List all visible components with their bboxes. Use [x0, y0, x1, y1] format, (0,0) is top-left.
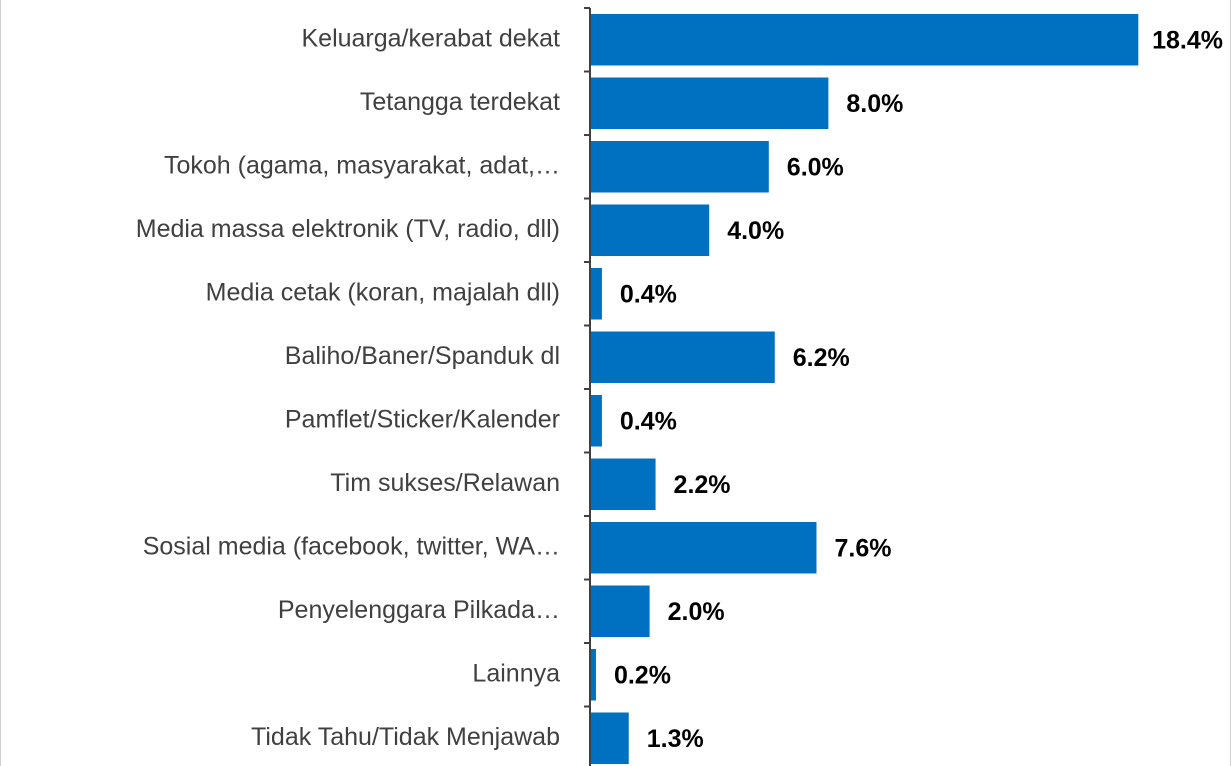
y-tick-label: Tokoh (agama, masyarakat, adat,… — [164, 151, 560, 179]
bar — [590, 522, 817, 574]
data-label: 2.2% — [674, 471, 731, 499]
data-label: 7.6% — [834, 534, 891, 562]
bar — [590, 14, 1139, 66]
bar — [590, 204, 710, 256]
data-label: 0.4% — [620, 280, 677, 308]
data-label: 8.0% — [846, 90, 903, 118]
bar — [590, 649, 596, 701]
bar — [590, 77, 829, 129]
data-label: 6.0% — [787, 153, 844, 181]
bar — [590, 585, 650, 637]
data-label: 4.0% — [727, 217, 784, 245]
bar — [590, 395, 602, 447]
y-tick-label: Tetangga terdekat — [360, 88, 560, 116]
data-label: 0.4% — [620, 407, 677, 435]
y-tick-label: Lainnya — [472, 659, 560, 687]
y-tick-label: Baliho/Baner/Spanduk dl — [285, 342, 560, 370]
y-tick-label: Tidak Tahu/Tidak Menjawab — [251, 723, 560, 751]
data-label: 2.0% — [668, 598, 725, 626]
data-label: 6.2% — [793, 344, 850, 372]
y-tick-label: Media massa elektronik (TV, radio, dll) — [136, 215, 560, 243]
y-tick-label: Tim sukses/Relawan — [330, 469, 560, 497]
y-tick-label: Keluarga/kerabat dekat — [301, 24, 560, 52]
data-label: 0.2% — [614, 661, 671, 689]
data-label: 1.3% — [647, 725, 704, 753]
bar — [590, 458, 656, 510]
y-tick-label: Pamflet/Sticker/Kalender — [285, 405, 560, 433]
bar — [590, 141, 769, 193]
data-label: 18.4% — [1152, 26, 1223, 54]
bar — [590, 331, 775, 383]
y-tick-label: Media cetak (koran, majalah dll) — [206, 278, 560, 306]
bar — [590, 268, 602, 320]
y-tick-label: Sosial media (facebook, twitter, WA… — [143, 532, 560, 560]
bar — [590, 712, 629, 764]
y-tick-label: Penyelenggara Pilkada… — [278, 596, 560, 624]
